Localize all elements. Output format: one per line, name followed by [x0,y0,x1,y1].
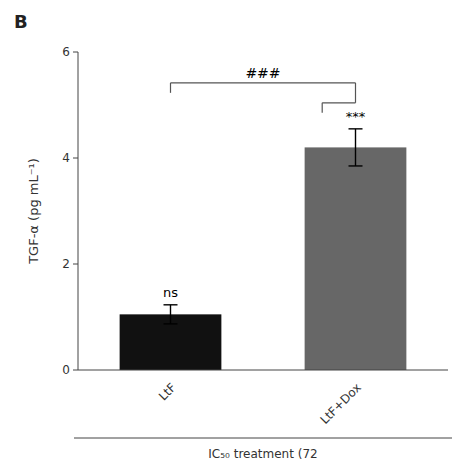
error-stem [355,129,356,166]
chart: B 0 2 4 6 TGF-α (pg mL⁻¹) LtF LtF+Dox IC₅₀ treat… [0,0,474,474]
category-label: LtF+Dox [317,380,363,426]
tick-mark [73,52,78,53]
bar [305,147,407,370]
error-stem [170,305,171,324]
y-axis-label: TGF-α (pg mL⁻¹) [26,158,41,265]
tick-mark [73,370,78,371]
error-cap [349,128,363,129]
bracket-line [322,103,323,113]
tick-label: 6 [62,45,70,59]
tick-mark [73,158,78,159]
annotation: *** [346,109,366,124]
bracket [171,83,356,113]
error-cap [349,165,363,166]
annotation: ### [245,65,280,81]
title: B [14,11,28,32]
error-cap [164,304,178,305]
tick-label: 0 [62,363,70,377]
category-label: LtF [156,380,179,403]
bracket-line [170,83,171,93]
x-label-rule [74,438,452,439]
annotation: ns [163,285,178,300]
error-cap [164,323,178,324]
error-bar [349,129,363,166]
x-axis-label: IC₅₀ treatment (72 [208,447,317,461]
x-axis [78,370,448,371]
y-axis [78,52,79,370]
tick-label: 2 [62,257,70,271]
bracket-line [171,82,356,83]
tick-label: 4 [62,151,70,165]
plot-area [120,129,407,370]
bracket-line [355,83,356,103]
bracket-line [322,102,355,103]
tick-mark [73,264,78,265]
error-bar [164,305,178,324]
